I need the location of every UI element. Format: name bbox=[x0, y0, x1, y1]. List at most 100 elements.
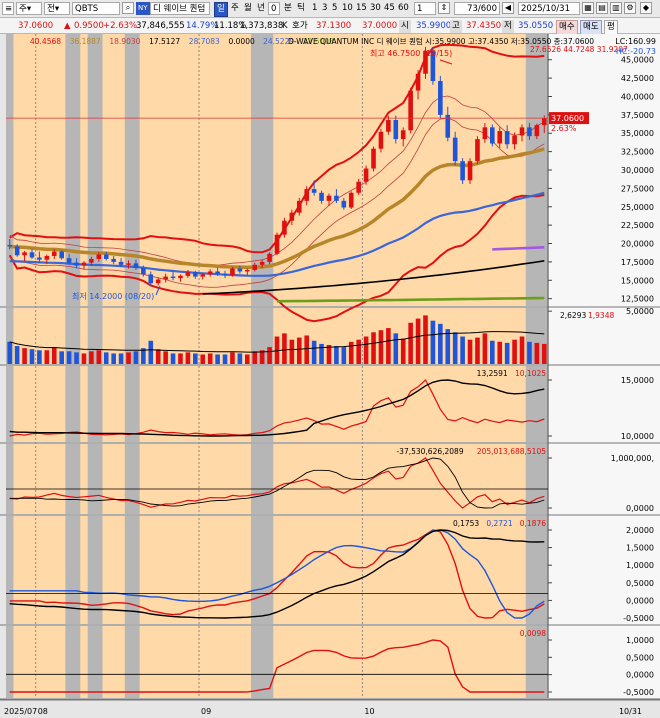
y-tick-label: 40,0000 bbox=[621, 92, 654, 101]
highlight-band bbox=[102, 626, 125, 698]
volume-bar bbox=[482, 333, 488, 364]
ticker-input[interactable]: QBTS bbox=[72, 2, 120, 15]
ma-blue-line bbox=[9, 191, 545, 277]
volume-legend-2: 1,9348 bbox=[588, 311, 614, 320]
candle-body bbox=[22, 252, 27, 256]
highlight-band bbox=[13, 444, 66, 514]
candle-body bbox=[200, 274, 206, 277]
search-icon[interactable]: ⌕ bbox=[122, 2, 134, 14]
interval-3[interactable]: 3 bbox=[322, 3, 328, 13]
volume-bar bbox=[415, 318, 421, 364]
interval-input[interactable]: 1 bbox=[414, 2, 436, 15]
evaluate-button[interactable]: 평 bbox=[604, 20, 618, 35]
volume-bar bbox=[334, 346, 339, 364]
volume-bar bbox=[423, 315, 428, 364]
highlight-band bbox=[273, 626, 526, 698]
volume-bar bbox=[408, 322, 413, 364]
volume-bar bbox=[467, 339, 473, 364]
volume-bar bbox=[400, 338, 406, 364]
price-legend-value: 28.7083 bbox=[189, 37, 220, 46]
volume-bar bbox=[22, 348, 27, 364]
volume-bar bbox=[541, 343, 547, 364]
x-tick-label: 10 bbox=[364, 707, 374, 716]
period-select[interactable]: 전▾ bbox=[44, 2, 70, 15]
interval-45[interactable]: 45 bbox=[384, 3, 395, 13]
tab-weekly[interactable]: 주 bbox=[231, 3, 239, 13]
volume-bar bbox=[512, 339, 517, 364]
name-select[interactable]: 디 웨이브 퀀텀 bbox=[150, 2, 210, 15]
market-select[interactable]: 주▾ bbox=[16, 2, 42, 15]
indicator3-red-line bbox=[9, 529, 545, 619]
current-change-tag-label: 2.63% bbox=[551, 124, 577, 133]
highlight-band bbox=[80, 366, 88, 442]
x-tick-label: 2025/07 bbox=[4, 707, 37, 716]
period-select-label: 전 bbox=[47, 4, 55, 14]
market-select-label: 주 bbox=[19, 4, 27, 14]
volume-bar bbox=[222, 354, 228, 364]
highlight-band bbox=[13, 516, 66, 624]
window-menu-icon[interactable]: ≡ bbox=[2, 2, 14, 15]
interval-30[interactable]: 30 bbox=[370, 3, 381, 13]
candle-body bbox=[452, 137, 458, 162]
exchange-badge: NY bbox=[136, 2, 150, 15]
candle-body bbox=[475, 139, 480, 162]
y-tick-label: 25,0000 bbox=[621, 203, 654, 212]
volume-bar bbox=[244, 354, 250, 364]
volume-bar bbox=[14, 346, 20, 364]
bid-price: 37.1300 bbox=[316, 21, 352, 31]
y-tick-label: 0,0000 bbox=[626, 596, 654, 605]
y-tick-label: 45,0000 bbox=[621, 56, 654, 65]
tab-zero[interactable]: 0 bbox=[268, 2, 280, 15]
ai-icon[interactable]: ◆ bbox=[640, 2, 652, 14]
tab-monthly[interactable]: 월 bbox=[244, 3, 252, 13]
volume-bar bbox=[497, 341, 503, 364]
tab-minute[interactable]: 분 bbox=[284, 3, 292, 13]
lc-label: LC:160.99 bbox=[615, 37, 656, 46]
candle-body bbox=[319, 192, 324, 201]
indicator-legend-value: 0,2721 bbox=[486, 519, 512, 528]
change-amount: 0.9500 bbox=[74, 21, 104, 31]
candle-body bbox=[497, 131, 503, 144]
bollinger-lower bbox=[8, 194, 545, 323]
interval-5[interactable]: 5 bbox=[332, 3, 338, 13]
volume-bar bbox=[37, 350, 42, 364]
interval-1[interactable]: 1 bbox=[312, 3, 318, 13]
volume-bar bbox=[252, 351, 258, 364]
x-tick-label: 09 bbox=[201, 707, 211, 716]
highlight-band bbox=[13, 626, 66, 698]
candle-body bbox=[193, 272, 198, 277]
y-tick-label: 1,5000 bbox=[626, 544, 654, 553]
tab-daily[interactable]: 일 bbox=[214, 2, 228, 17]
candle-body bbox=[37, 257, 42, 260]
y-tick-label: 12,5000 bbox=[621, 295, 654, 304]
sell-button[interactable]: 매도 bbox=[580, 20, 602, 35]
layout-icon[interactable]: ▥ bbox=[610, 2, 622, 14]
tab-tick[interactable]: 틱 bbox=[297, 3, 305, 13]
date-field[interactable]: 2025/10/31 bbox=[518, 2, 580, 15]
candle-body bbox=[415, 73, 421, 91]
calendar-icon[interactable]: ▦ bbox=[582, 2, 594, 14]
y-tick-label: 10,0000 bbox=[621, 432, 654, 441]
interval-10[interactable]: 10 bbox=[342, 3, 353, 13]
grid-icon[interactable]: ▤ bbox=[596, 2, 608, 14]
stepper-icon[interactable]: ⇕ bbox=[438, 2, 450, 14]
count-field[interactable]: 73/600 bbox=[454, 2, 500, 15]
current-price: 37.0600 bbox=[18, 21, 54, 31]
interval-60[interactable]: 60 bbox=[398, 3, 409, 13]
scroll-left-icon[interactable]: ◀ bbox=[502, 2, 514, 14]
volume-bar bbox=[170, 353, 176, 364]
indicator-panels bbox=[6, 379, 548, 693]
candle-body bbox=[386, 120, 391, 132]
change-percent: +2.63% bbox=[103, 21, 138, 31]
tab-yearly[interactable]: 년 bbox=[257, 3, 265, 13]
candle-body bbox=[103, 254, 109, 259]
y-tick-label: 0,5000 bbox=[626, 653, 654, 662]
buy-button[interactable]: 매수 bbox=[556, 20, 578, 35]
interval-15[interactable]: 15 bbox=[356, 3, 367, 13]
volume-bar bbox=[319, 343, 324, 364]
settings-icon[interactable]: ⚙ bbox=[624, 2, 636, 14]
candle-body bbox=[207, 271, 213, 275]
candle-body bbox=[81, 262, 87, 266]
candle-body bbox=[222, 273, 228, 276]
volume-bar bbox=[356, 339, 361, 364]
